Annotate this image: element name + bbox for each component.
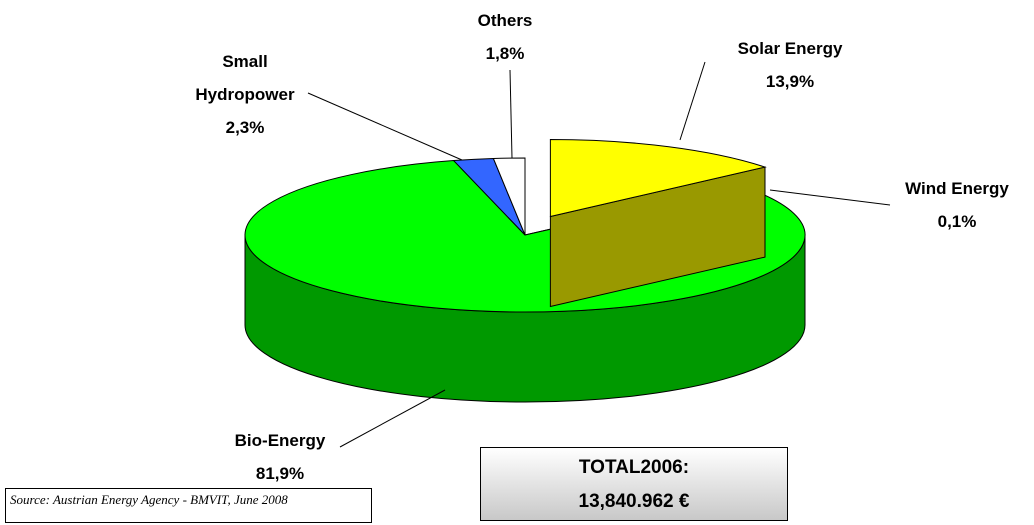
slice-name: Others [477, 11, 533, 30]
slice-label: Bio-Energy 81,9% [200, 424, 360, 490]
slice-label: Solar Energy 13,9% [690, 32, 890, 98]
slice-value: 2,3% [225, 118, 265, 137]
slice-label: Wind Energy 0,1% [877, 172, 1034, 238]
total-box: TOTAL2006: 13,840.962 € [480, 447, 788, 521]
slice [549, 139, 767, 218]
slice-label: Small Hydropower 2,3% [180, 45, 310, 144]
source-note: Source: Austrian Energy Agency - BMVIT, … [5, 488, 372, 523]
slice-name: Wind Energy [905, 179, 1009, 198]
slice-value: 81,9% [255, 464, 305, 483]
slice-name: Solar Energy [737, 39, 843, 58]
leader-line [769, 189, 891, 206]
leader-line [339, 389, 446, 448]
leader-line [307, 92, 463, 161]
slice-value: 1,8% [485, 44, 525, 63]
slice-value: 0,1% [937, 212, 977, 231]
slice-value: 13,9% [765, 72, 815, 91]
slice [492, 157, 526, 236]
slice-label: Others 1,8% [455, 4, 555, 70]
total-title: TOTAL2006: [578, 457, 690, 478]
slice-name: Small Hydropower [195, 52, 295, 104]
total-value: 13,840.962 € [578, 491, 690, 512]
leader-line [509, 69, 513, 159]
leader-line [679, 61, 706, 141]
slice-name: Bio-Energy [234, 431, 326, 450]
